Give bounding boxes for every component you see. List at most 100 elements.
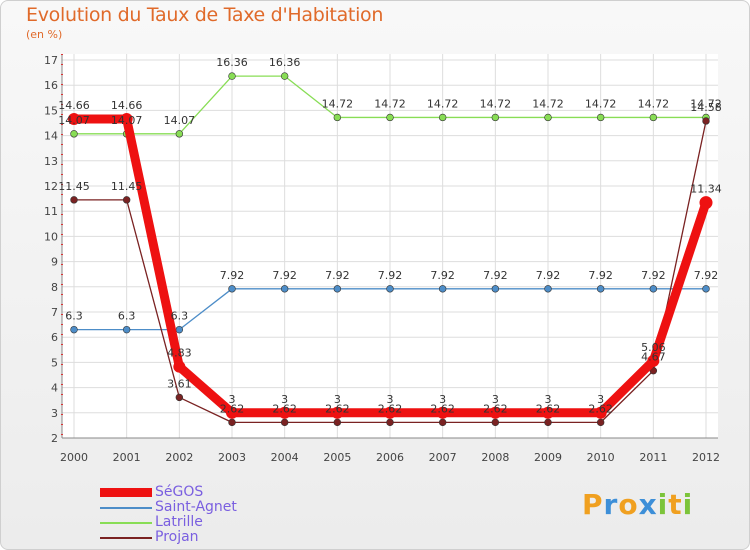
legend-label-segos: SéGOS [155, 484, 204, 500]
data-label: 14.72 [427, 97, 459, 110]
data-label: 14.72 [638, 97, 670, 110]
legend-swatch-latrille [100, 522, 152, 524]
x-tick-label: 2003 [218, 451, 246, 464]
data-label: 2.62 [325, 402, 350, 415]
data-label: 3 [229, 393, 236, 406]
data-point [175, 393, 184, 402]
data-label: 4.67 [641, 351, 666, 364]
data-point [280, 418, 289, 427]
x-tick-label: 2002 [165, 451, 193, 464]
y-tick-label: 6 [51, 331, 58, 344]
data-label: 7.92 [272, 269, 297, 282]
data-point [175, 130, 184, 138]
data-label: 11.45 [58, 180, 90, 193]
data-point [438, 418, 447, 427]
data-point [436, 406, 449, 419]
brand-letter: r [603, 488, 619, 521]
data-label: 14.66 [111, 99, 143, 112]
data-label: 7.92 [325, 269, 350, 282]
data-label: 5.06 [641, 341, 666, 354]
data-point [122, 196, 131, 204]
chart-title: Evolution du Taux de Taxe d'Habitation [26, 4, 384, 26]
data-label: 16.36 [216, 56, 248, 69]
data-point [596, 113, 605, 122]
data-label: 14.72 [374, 97, 406, 110]
x-tick-label: 2001 [113, 451, 141, 464]
legend-label-saint-agnet: Saint-Agnet [155, 499, 237, 515]
data-point [647, 354, 660, 367]
data-label: 6.3 [65, 310, 83, 323]
data-label: 14.07 [164, 114, 196, 127]
y-tick-label: 3 [51, 407, 58, 420]
data-label: 6.3 [118, 310, 136, 323]
data-label: 14.07 [111, 114, 143, 127]
data-point [542, 406, 554, 419]
y-tick-label: 12 [44, 180, 58, 193]
brand-letter: i [657, 488, 669, 521]
data-point [649, 113, 658, 122]
data-point [120, 112, 133, 125]
data-point [226, 406, 238, 419]
data-label: 14.72 [532, 97, 564, 110]
data-label: 14.66 [58, 99, 90, 112]
x-tick-label: 2008 [481, 451, 509, 464]
series-layer [68, 72, 713, 427]
data-label: 7.92 [220, 269, 245, 282]
data-label: 14.72 [690, 97, 722, 110]
data-point [596, 285, 605, 293]
data-point [70, 325, 78, 334]
y-tick-label: 13 [44, 155, 58, 168]
data-point [702, 117, 710, 125]
data-point [386, 285, 394, 293]
x-tick-label: 2005 [323, 451, 351, 464]
data-label-layer: 14.66 14.66 4.83 3 3 3 3 3 3 3 3 5.06 11.34 6.3 6.3 6.3… [58, 56, 722, 415]
brand-letter: o [618, 488, 639, 521]
legend-label-projan: Projan [155, 529, 199, 545]
y-tick-label: 9 [51, 256, 58, 269]
data-point [68, 112, 80, 125]
data-point [544, 418, 552, 427]
x-tick-label: 2012 [692, 451, 720, 464]
data-label: 7.92 [641, 269, 666, 282]
data-label: 2.62 [536, 402, 561, 415]
y-tick-label: 10 [44, 230, 58, 243]
x-tick-label: 2000 [60, 451, 88, 464]
data-point [278, 406, 291, 419]
y-tick-label: 7 [51, 306, 58, 319]
data-label: 3 [387, 393, 394, 406]
data-point [386, 113, 394, 122]
data-label: 6.3 [171, 310, 189, 323]
data-point [702, 285, 710, 293]
data-point [333, 113, 342, 122]
data-label: 7.92 [694, 269, 719, 282]
data-label: 14.07 [58, 114, 90, 127]
data-point [333, 418, 342, 427]
data-point [228, 418, 236, 427]
y-tick-label: 5 [51, 356, 58, 369]
y-tick-label: 16 [44, 79, 58, 92]
data-label: 11.34 [690, 183, 722, 196]
data-point [489, 406, 502, 419]
data-point [173, 360, 186, 373]
data-point [491, 285, 500, 293]
data-label: 2.62 [378, 402, 403, 415]
y-tick-label: 4 [51, 382, 58, 395]
data-label: 7.92 [588, 269, 613, 282]
grid-layer [62, 54, 718, 439]
legend-label-latrille: Latrille [155, 514, 203, 530]
legend-swatch-segos [100, 488, 152, 497]
x-tick-label: 2004 [271, 451, 299, 464]
data-point [70, 196, 78, 204]
data-point [491, 418, 500, 427]
data-point [384, 406, 396, 419]
data-label: 11.45 [111, 180, 143, 193]
x-tick-label: 2006 [376, 451, 404, 464]
x-tick-label: 2009 [534, 451, 562, 464]
data-label: 3 [281, 393, 288, 406]
x-tick-label: 2010 [587, 451, 615, 464]
brand-letter: x [638, 488, 658, 521]
data-point [280, 72, 289, 80]
data-label: 3 [334, 393, 341, 406]
proxiti-logo: Proxiti [582, 488, 693, 521]
